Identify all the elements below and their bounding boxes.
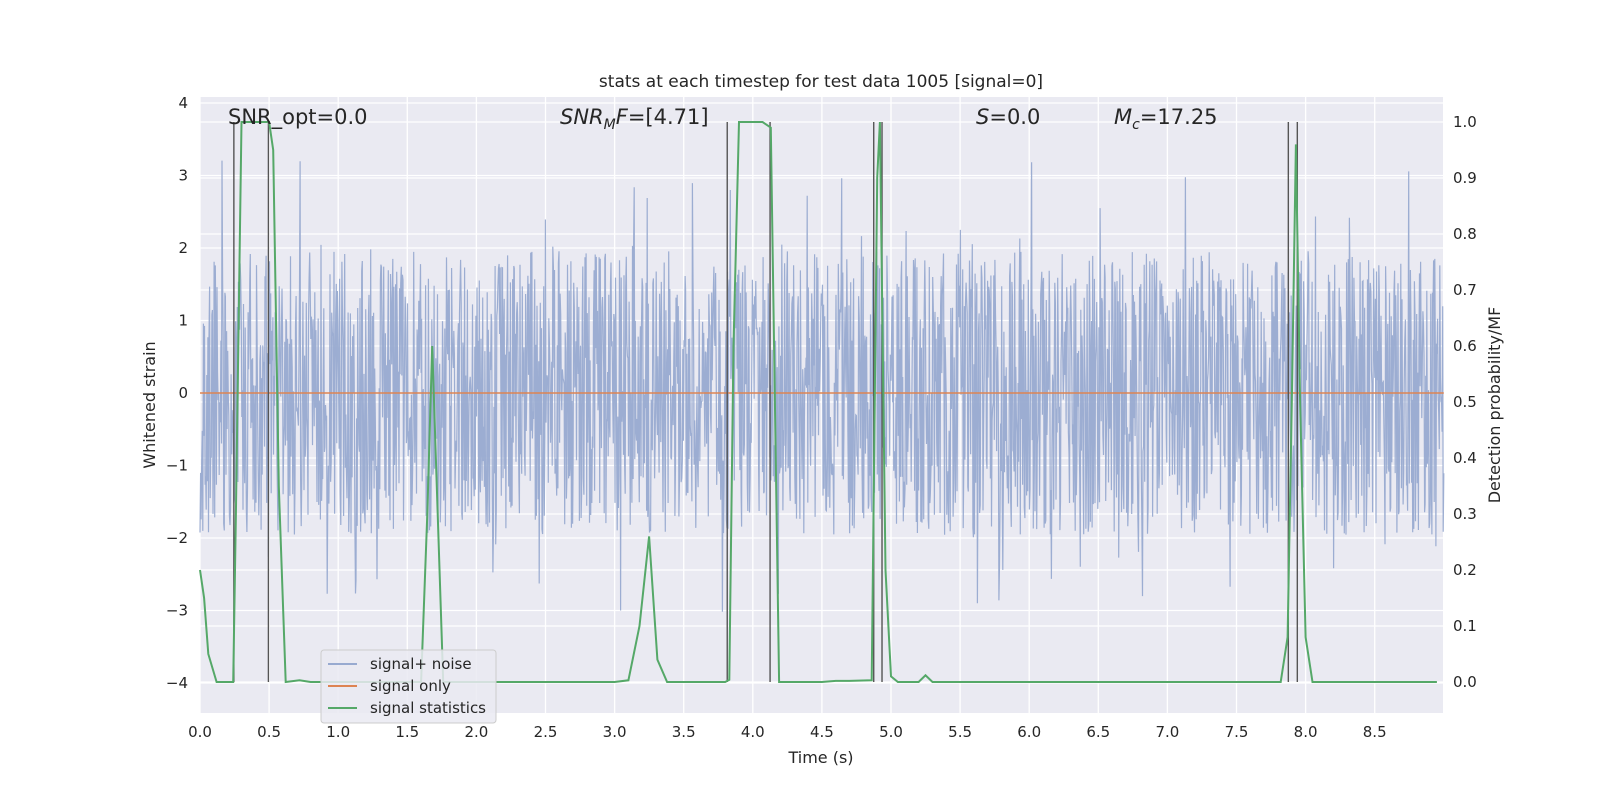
legend-label-signal-statistics: signal statistics (370, 699, 486, 717)
y2-tick-0: 1.0 (1453, 113, 1477, 131)
y2-tick-9: 0.1 (1453, 617, 1477, 635)
y-axis-label: Whitened strain (140, 341, 159, 468)
legend: signal+ noise signal only signal statist… (320, 649, 497, 724)
annotation-snr-mf: SNRMF=[4.71] (560, 105, 709, 133)
x-tick-6: 3.0 (603, 723, 627, 741)
y2-tick-4: 0.6 (1453, 337, 1477, 355)
y-tick-5: −1 (166, 457, 188, 475)
y2-tick-labels: 1.0 0.9 0.8 0.7 0.6 0.5 0.4 0.3 0.2 0.1 0.0 (1453, 113, 1477, 691)
x-tick-labels: 0.0 0.5 1.0 1.5 2.0 2.5 3.0 3.5 4.0 4.5 5.0 5.5 6.0 6… (188, 723, 1387, 741)
y-tick-labels: 4 3 2 1 0 −1 −2 −3 −4 (166, 94, 188, 692)
y-tick-8: −4 (166, 674, 188, 692)
y-tick-2: 2 (178, 239, 188, 257)
x-tick-0: 0.0 (188, 723, 212, 741)
y2-tick-8: 0.2 (1453, 561, 1477, 579)
gridlines (199, 97, 1443, 713)
x-tick-5: 2.5 (534, 723, 558, 741)
y-tick-0: 4 (178, 94, 188, 112)
x-tick-12: 6.0 (1017, 723, 1041, 741)
x-tick-2: 1.0 (326, 723, 350, 741)
annotations: SNR_opt=0.0 SNRMF=[4.71] S=0.0 Mc=17.25 (228, 105, 1218, 133)
legend-box (320, 649, 497, 724)
y-tick-1: 3 (178, 167, 188, 185)
annotation-mc: Mc=17.25 (1114, 105, 1218, 133)
x-tick-8: 4.0 (741, 723, 765, 741)
x-tick-4: 2.0 (464, 723, 488, 741)
y2-tick-1: 0.9 (1453, 169, 1477, 187)
x-tick-10: 5.0 (879, 723, 903, 741)
y-tick-3: 1 (178, 312, 188, 330)
y-tick-7: −3 (166, 602, 188, 620)
x-tick-9: 4.5 (810, 723, 834, 741)
y2-tick-5: 0.5 (1453, 393, 1477, 411)
legend-label-signal-only: signal only (370, 677, 451, 695)
legend-label-signal-noise: signal+ noise (370, 655, 472, 673)
y2-tick-7: 0.3 (1453, 505, 1477, 523)
y2-axis-label: Detection probability/MF (1485, 307, 1504, 504)
chart-title: stats at each timestep for test data 100… (599, 72, 1043, 92)
y2-tick-3: 0.7 (1453, 281, 1477, 299)
x-tick-16: 8.0 (1294, 723, 1318, 741)
series-signal-statistics (199, 121, 1437, 684)
x-tick-17: 8.5 (1363, 723, 1387, 741)
x-tick-15: 7.5 (1225, 723, 1249, 741)
noise-line (199, 160, 1445, 612)
y-tick-6: −2 (166, 529, 188, 547)
x-tick-14: 7.0 (1155, 723, 1179, 741)
series-signal-noise (199, 160, 1445, 612)
x-axis-label: Time (s) (787, 748, 853, 767)
y2-tick-10: 0.0 (1453, 673, 1477, 691)
y2-tick-6: 0.4 (1453, 449, 1477, 467)
annotation-snr-opt: SNR_opt=0.0 (228, 105, 368, 130)
annotation-s: S=0.0 (976, 105, 1040, 129)
x-tick-13: 6.5 (1086, 723, 1110, 741)
x-tick-11: 5.5 (948, 723, 972, 741)
x-tick-3: 1.5 (395, 723, 419, 741)
x-tick-7: 3.5 (672, 723, 696, 741)
vertical-markers (233, 122, 1299, 682)
statistics-line (199, 121, 1437, 684)
x-tick-1: 0.5 (257, 723, 281, 741)
y-tick-4: 0 (178, 384, 188, 402)
y2-tick-2: 0.8 (1453, 225, 1477, 243)
